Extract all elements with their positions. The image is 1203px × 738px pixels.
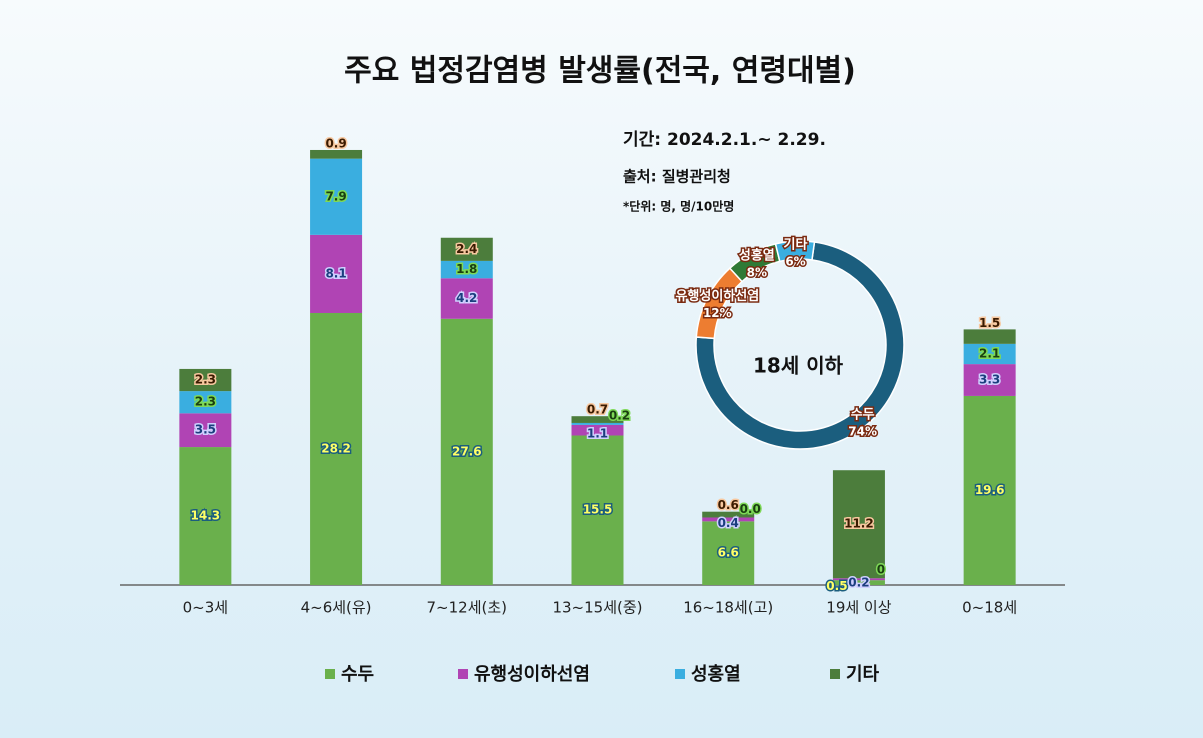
bar-segment [832, 578, 885, 581]
pie-value-label: 74% [848, 424, 877, 438]
legend-label: 수두 [341, 664, 374, 685]
data-label: 0.6 [718, 498, 739, 512]
pie-value-label: 12% [703, 306, 732, 320]
data-label: 11.2 [844, 517, 874, 531]
pie-title: 18세 이하 [753, 354, 844, 378]
legend-swatch [458, 669, 468, 679]
bar-segment [702, 517, 755, 522]
bar-segment [702, 511, 755, 518]
x-tick-label: 7~12세(초) [427, 599, 508, 617]
bar-segment [963, 329, 1016, 344]
data-label: 14.3 [191, 509, 221, 523]
bar-segment [179, 447, 232, 585]
data-label: 0.0 [740, 502, 761, 516]
data-label: 7.9 [325, 189, 346, 203]
bar-segment [310, 234, 363, 313]
pie-label: 기타 [784, 237, 808, 253]
bar-segment [832, 580, 885, 585]
bar-segment [310, 312, 363, 585]
bar-segment [963, 395, 1016, 585]
bar-segment [310, 149, 363, 159]
data-label: 19.6 [975, 483, 1005, 497]
data-label: 1.5 [979, 316, 1000, 330]
bar-segment [179, 413, 232, 448]
bar-segment [179, 391, 232, 414]
data-label: 0.7 [587, 403, 608, 417]
pie-value-label: 6% [785, 255, 805, 269]
data-label: 2.1 [979, 346, 1000, 360]
data-label: 27.6 [452, 444, 482, 458]
data-label: 8.1 [325, 266, 346, 280]
data-label: 2.3 [195, 373, 216, 387]
bar-segment [179, 368, 232, 392]
legend-swatch [675, 669, 685, 679]
data-label: 1.8 [456, 262, 477, 276]
data-label: 0 [877, 563, 885, 577]
data-label: 0.9 [325, 136, 346, 150]
data-label: 3.5 [195, 423, 216, 437]
x-tick-label: 19세 이상 [826, 599, 891, 617]
pie-label: 성홍열 [739, 247, 775, 263]
legend-label: 유행성이하선염 [474, 664, 590, 685]
data-label: 4.2 [456, 291, 477, 305]
x-tick-label: 16~18세(고) [683, 599, 773, 617]
legend-swatch [830, 669, 840, 679]
data-label: 15.5 [583, 503, 613, 517]
x-tick-label: 4~6세(유) [301, 599, 372, 617]
bar-segment [440, 318, 493, 585]
bar-segment [571, 424, 624, 436]
donut-slice [774, 240, 816, 263]
data-label: 3.3 [979, 373, 1000, 387]
chart-title: 주요 법정감염병 발생률(전국, 연령대별) [344, 54, 856, 89]
data-label: 0.2 [848, 576, 869, 590]
data-label: 1.1 [587, 427, 608, 441]
legend-label: 성홍열 [691, 663, 741, 685]
pie-label: 수두 [851, 407, 875, 422]
data-label: 28.2 [321, 441, 351, 455]
x-tick-label: 13~15세(중) [552, 599, 642, 617]
bar-segment [440, 260, 493, 279]
annotation: *단위: 명, 명/10만명 [623, 199, 734, 214]
data-label: 2.3 [195, 395, 216, 409]
x-tick-label: 0~3세 [183, 599, 228, 617]
bar-segment [571, 422, 624, 425]
data-label: 0.5 [826, 579, 847, 593]
data-label: 0.4 [718, 516, 739, 530]
annotation: 출처: 질병관리청 [623, 168, 731, 186]
data-label: 0.2 [609, 408, 630, 422]
bar-segment [963, 364, 1016, 396]
x-tick-label: 0~18세 [962, 599, 1017, 617]
donut-slice [695, 241, 905, 450]
bar-segment [440, 278, 493, 319]
bar-segment [963, 343, 1016, 365]
annotation: 기간: 2024.2.1.~ 2.29. [623, 130, 826, 150]
pie-value-label: 8% [747, 265, 767, 279]
bar-segment [702, 521, 755, 585]
data-label: 6.6 [718, 546, 739, 560]
legend-label: 기타 [846, 664, 880, 685]
data-label: 2.4 [456, 242, 477, 256]
bar-segment [440, 237, 493, 261]
legend-swatch [325, 669, 335, 679]
bar-segment [310, 158, 363, 235]
bar-segment [571, 416, 624, 423]
bar-segment [571, 435, 624, 585]
pie-label: 유행성이하선염 [675, 288, 759, 304]
bar-segment [832, 470, 885, 579]
